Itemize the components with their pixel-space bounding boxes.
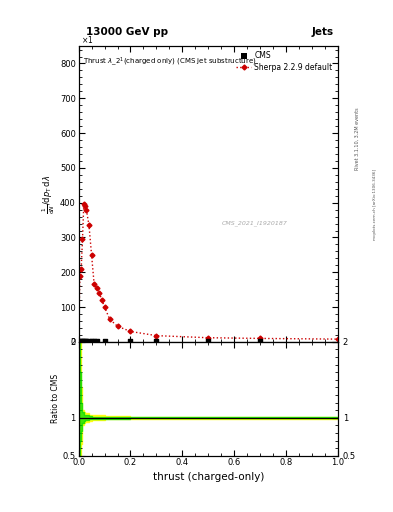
Point [91, 337, 97, 345]
Point [82, 337, 88, 345]
X-axis label: thrust (charged-only): thrust (charged-only) [152, 472, 264, 482]
Point [79, 337, 86, 345]
Point [101, 337, 108, 345]
Text: mcplots.cern.ch [arXiv:1306.3436]: mcplots.cern.ch [arXiv:1306.3436] [373, 169, 377, 240]
Point [88, 337, 95, 345]
Text: Jets: Jets [312, 27, 334, 37]
Point [81, 337, 87, 345]
Y-axis label: Ratio to CMS: Ratio to CMS [51, 374, 60, 423]
Point [86, 337, 92, 345]
Point [205, 337, 211, 345]
Text: CMS_2021_I1920187: CMS_2021_I1920187 [221, 221, 287, 226]
Point [78, 337, 84, 345]
Point [94, 337, 100, 345]
Point [127, 337, 134, 345]
Text: Thrust $\lambda\_2^1$(charged only) (CMS jet substructure): Thrust $\lambda\_2^1$(charged only) (CMS… [83, 55, 256, 68]
Point [77, 337, 83, 345]
Text: Rivet 3.1.10, 3.2M events: Rivet 3.1.10, 3.2M events [355, 107, 360, 169]
Point [153, 337, 160, 345]
Y-axis label: $\frac{1}{\mathrm{d}N} / \mathrm{d}p_\mathrm{T} \, \mathrm{d}\lambda$: $\frac{1}{\mathrm{d}N} / \mathrm{d}p_\ma… [41, 175, 57, 214]
Point [257, 337, 263, 345]
Text: 13000 GeV pp: 13000 GeV pp [86, 27, 169, 37]
Legend: CMS, Sherpa 2.2.9 default: CMS, Sherpa 2.2.9 default [235, 50, 334, 73]
Text: $\times 1$: $\times 1$ [81, 34, 94, 45]
Point [83, 337, 90, 345]
